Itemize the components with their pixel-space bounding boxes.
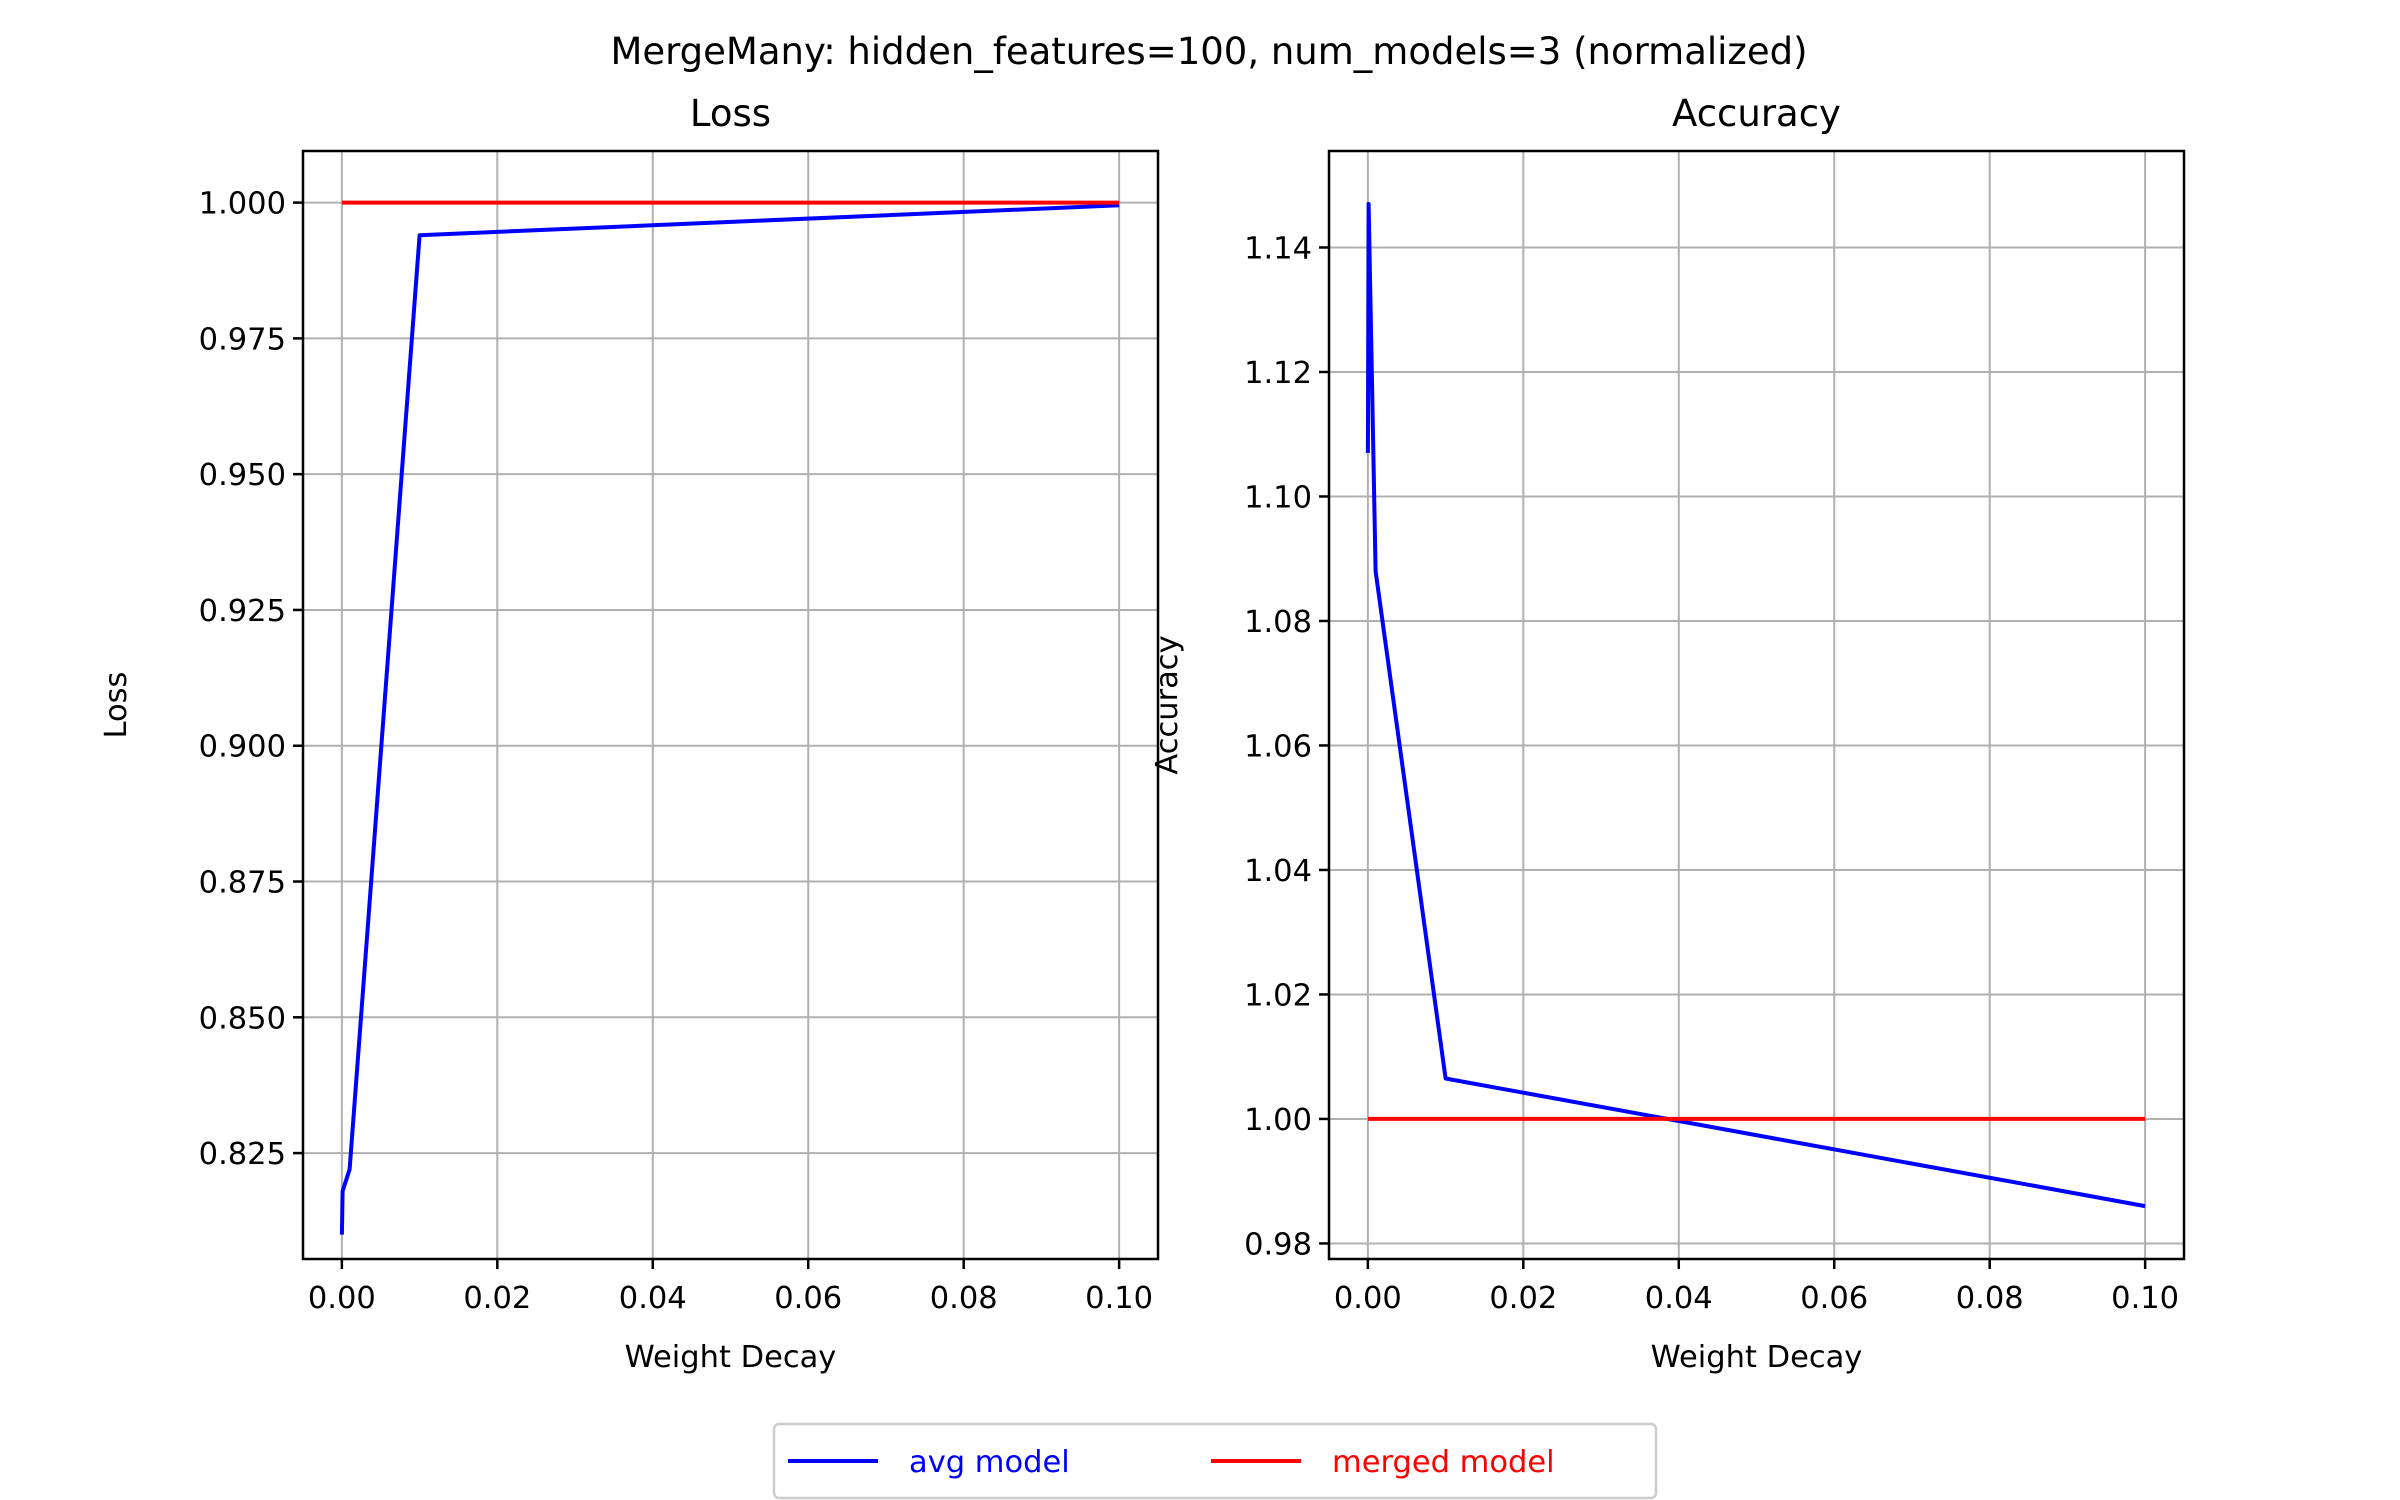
y-tick-label: 1.02 xyxy=(1244,978,1312,1013)
series-line-avg-model xyxy=(1365,201,2146,1209)
y-tick-label: 0.875 xyxy=(199,866,286,901)
y-tick-label: 0.98 xyxy=(1244,1227,1312,1262)
x-tick-label: 0.00 xyxy=(1334,1281,1402,1316)
subplots: 0.00 0.02 0.04 0.06 0.08 0.10 0.825 0.850 0.875 0… xyxy=(99,92,2186,1375)
series-group xyxy=(339,200,1120,1235)
subplot-title: Accuracy xyxy=(1672,92,1841,135)
grid xyxy=(1329,151,2184,1259)
x-tick-label: 0.02 xyxy=(1489,1281,1557,1316)
y-tick-label: 1.12 xyxy=(1244,356,1312,391)
subplot-accuracy: 0.00 0.02 0.04 0.06 0.08 0.10 0.98 1.00 1.02 1.04… xyxy=(1150,92,2186,1375)
y-tick-label: 0.975 xyxy=(199,322,286,357)
y-axis-label: Loss xyxy=(99,672,134,739)
x-tick-label: 0.06 xyxy=(774,1281,842,1316)
legend-label: avg model xyxy=(909,1445,1070,1480)
series-group xyxy=(1365,201,2146,1209)
y-tick-label: 0.850 xyxy=(199,1001,286,1036)
subplot-loss: 0.00 0.02 0.04 0.06 0.08 0.10 0.825 0.850 0.875 0… xyxy=(99,92,1160,1375)
subplot-title: Loss xyxy=(690,92,771,135)
x-tick-label: 0.10 xyxy=(1085,1281,1153,1316)
y-tick-label: 1.06 xyxy=(1244,729,1312,764)
figure-suptitle: MergeMany: hidden_features=100, num_mode… xyxy=(610,30,1807,73)
x-tick-label: 0.06 xyxy=(1800,1281,1868,1316)
x-axis-label: Weight Decay xyxy=(625,1340,837,1375)
legend: avg model merged model xyxy=(772,1422,1658,1500)
y-tick-label: 1.14 xyxy=(1244,231,1312,266)
x-tick-label: 0.04 xyxy=(1645,1281,1713,1316)
y-tick-label: 1.00 xyxy=(1244,1103,1312,1138)
y-tick-label: 1.08 xyxy=(1244,605,1312,640)
x-tick-label: 0.08 xyxy=(1956,1281,2024,1316)
legend-label: merged model xyxy=(1332,1445,1555,1480)
axes-frame xyxy=(301,149,1160,1261)
y-tick-label: 0.900 xyxy=(199,730,286,765)
x-axis-label: Weight Decay xyxy=(1651,1340,1863,1375)
x-tick-label: 0.04 xyxy=(619,1281,687,1316)
y-tick-label: 0.950 xyxy=(199,458,286,493)
series-line-avg-model xyxy=(339,203,1120,1235)
y-tick-label: 0.925 xyxy=(199,594,286,629)
y-axis-label: Accuracy xyxy=(1150,635,1185,774)
y-tick-label: 1.000 xyxy=(199,187,286,222)
y-tick-label: 1.04 xyxy=(1244,854,1312,889)
x-tick-label: 0.00 xyxy=(308,1281,376,1316)
y-tick-label: 0.825 xyxy=(199,1137,286,1172)
x-tick-label: 0.02 xyxy=(463,1281,531,1316)
y-tick-label: 1.10 xyxy=(1244,480,1312,515)
x-tick-label: 0.10 xyxy=(2111,1281,2179,1316)
axes-frame xyxy=(1327,149,2186,1261)
x-tick-label: 0.08 xyxy=(930,1281,998,1316)
